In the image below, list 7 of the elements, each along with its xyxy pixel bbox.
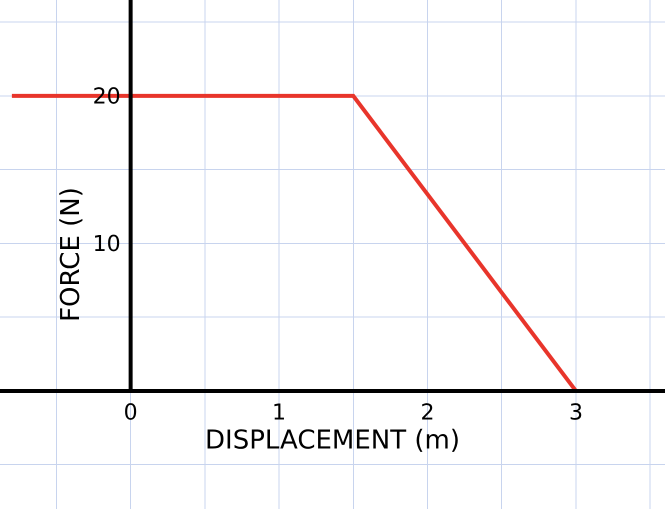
x-tick-label: 3 [568,400,583,426]
y-axis-title: FORCE (N) [56,187,86,322]
x-tick-label: 0 [124,400,138,426]
x-tick-label: 1 [272,400,286,426]
x-axis-title: DISPLACEMENT (m) [205,425,460,456]
x-tick-label: 2 [420,400,434,426]
y-tick-label: 10 [92,232,121,258]
